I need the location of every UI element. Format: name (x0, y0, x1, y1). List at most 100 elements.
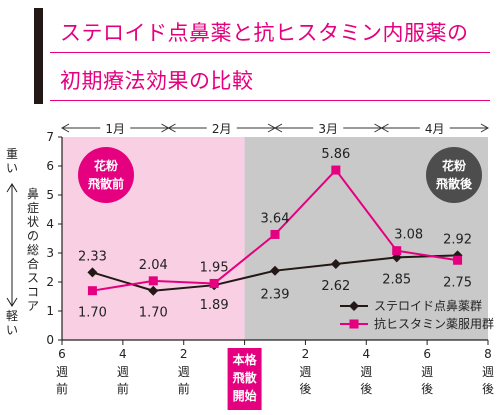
y-axis-label-char-2: 状 (27, 215, 39, 229)
series-1-label-4: 5.86 (321, 147, 350, 162)
region-label-0-a: 花粉 (94, 158, 118, 173)
x-tick-label-5: 6 (423, 347, 431, 361)
series-0-point-3 (270, 265, 280, 276)
y-tick-label-4: 4 (46, 217, 54, 231)
series-1-label-2: 1.95 (200, 260, 229, 275)
month-label-bg-2 (313, 119, 344, 137)
legend-label-1: 抗ヒスタミン薬服用群 (374, 316, 494, 331)
month-label-bg-0 (100, 119, 131, 137)
x-tick-unit-6-b: 後 (482, 382, 494, 396)
x-tick-label-1: 4 (119, 347, 127, 361)
series-1-point-2 (209, 278, 219, 288)
y-axis-label-char-4: 総 (27, 243, 39, 257)
x-tick-unit-0-a: 週 (56, 365, 68, 379)
series-1-label-0: 1.70 (78, 306, 107, 321)
x-tick-unit-0-b: 前 (56, 381, 68, 396)
month-label-3: 4月 (425, 122, 445, 136)
month-arrow-left-1 (161, 123, 170, 133)
x-tick-unit-5-a: 週 (421, 365, 433, 379)
x-tick-unit-5-b: 後 (421, 382, 433, 396)
y-axis-label-char-8: ア (27, 299, 39, 313)
x-tick-unit-4-b: 後 (360, 382, 372, 396)
y-axis-label-char-6: ス (27, 271, 39, 285)
region-label-1-b: 飛散後 (435, 176, 473, 191)
severity-high-0: 重 (6, 147, 18, 161)
series-0-label-1: 1.70 (139, 306, 168, 321)
month-arrow-right-0 (60, 123, 70, 133)
x-tick-label-0: 6 (58, 347, 66, 361)
y-axis-label-char-0: 鼻 (27, 186, 39, 201)
y-tick-label-6: 6 (46, 159, 54, 173)
y-axis-label-char-3: の (27, 229, 39, 243)
chart-title-line-2: 初期療法効果の比較 (50, 56, 490, 101)
x-tick-unit-4-a: 週 (360, 365, 372, 379)
month-arrow-left-3 (374, 123, 383, 133)
x-tick-label-4: 4 (362, 347, 370, 361)
region-badge-0 (78, 147, 134, 203)
series-0-label-3: 2.39 (261, 288, 290, 303)
start-label-2: 開始 (233, 388, 257, 403)
legend-label-0: ステロイド点鼻薬群 (374, 298, 482, 313)
month-label-1: 2月 (212, 122, 232, 136)
series-1-label-1: 2.04 (139, 258, 168, 273)
x-tick-unit-1-a: 週 (117, 365, 129, 379)
x-tick-unit-6-a: 週 (482, 365, 494, 379)
start-label-box (227, 348, 262, 410)
month-label-bg-1 (206, 119, 237, 137)
series-1-point-5 (392, 246, 402, 256)
series-0-label-4: 2.62 (321, 279, 350, 294)
x-tick-label-2: 2 (180, 347, 188, 361)
y-tick-label-0: 0 (46, 333, 54, 347)
y-tick-label-5: 5 (46, 188, 54, 202)
month-arrow-left-4 (480, 123, 490, 133)
series-0-point-1 (148, 285, 159, 296)
x-tick-unit-1-b: 前 (117, 381, 129, 396)
x-tick-unit-2-b: 前 (178, 381, 190, 396)
severity-high-1: い (6, 161, 18, 175)
series-1-point-0 (87, 286, 97, 296)
month-label-2: 3月 (318, 122, 338, 136)
x-tick-unit-3-a: 週 (299, 365, 311, 379)
x-tick-unit-3-b: 後 (299, 382, 311, 396)
y-tick-label-1: 1 (46, 304, 54, 318)
month-label-0: 1月 (105, 122, 125, 136)
x-tick-label-6: 8 (484, 347, 492, 361)
series-0-point-0 (87, 267, 98, 278)
series-1-label-3: 3.64 (261, 211, 290, 226)
series-1-point-6 (453, 255, 463, 265)
y-tick-label-3: 3 (46, 246, 54, 260)
y-tick-label-2: 2 (46, 275, 54, 289)
y-axis-label-char-7: コ (27, 285, 39, 299)
x-tick-label-3: 2 (302, 347, 310, 361)
y-axis-label-char-5: 合 (27, 256, 39, 271)
series-0-point-4 (330, 259, 341, 270)
severity-low-1: い (6, 323, 18, 337)
series-0-label-2: 1.89 (200, 298, 229, 313)
severity-arrow-down (6, 297, 18, 307)
series-1-label-5: 3.08 (394, 228, 423, 243)
region-label-0-b: 飛散前 (87, 176, 124, 191)
region-label-1-a: 花粉 (442, 158, 466, 173)
month-arrow-left-2 (267, 123, 277, 133)
severity-arrow-up (6, 183, 18, 193)
month-label-bg-3 (419, 119, 450, 137)
start-label-0: 本格 (233, 352, 258, 367)
chart-title-line-1: ステロイド点鼻薬と抗ヒスタミン内服薬の (50, 8, 490, 53)
series-1-label-6: 2.75 (443, 275, 472, 290)
series-1-point-1 (148, 276, 158, 286)
series-0-label-0: 2.33 (78, 249, 107, 264)
y-tick-label-7: 7 (46, 130, 54, 144)
series-1-point-4 (331, 165, 341, 175)
legend-marker-1 (349, 319, 359, 329)
legend-marker-0 (349, 301, 359, 311)
severity-low-0: 軽 (6, 309, 18, 323)
x-tick-unit-2-a: 週 (178, 365, 190, 379)
region-badge-1 (426, 147, 482, 203)
series-1-point-3 (270, 229, 280, 239)
series-0-label-6: 2.92 (443, 232, 472, 247)
y-axis-label-char-1: 症 (27, 200, 39, 215)
series-0-label-5: 2.85 (382, 272, 411, 287)
start-label-1: 飛散 (232, 370, 258, 385)
title-accent-bar (34, 8, 43, 104)
